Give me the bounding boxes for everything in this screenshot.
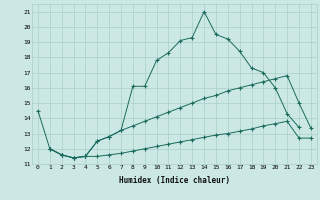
- X-axis label: Humidex (Indice chaleur): Humidex (Indice chaleur): [119, 176, 230, 185]
